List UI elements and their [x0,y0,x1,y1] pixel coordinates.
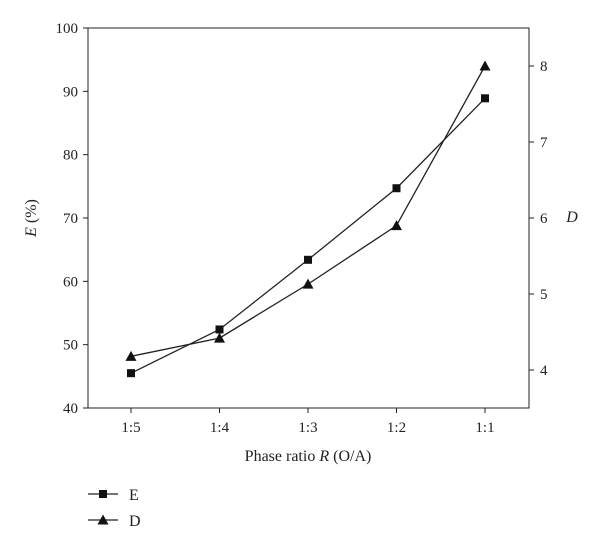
series-line-d [130,65,486,357]
x-tick-label: 1:4 [210,420,230,436]
series-line-e [130,97,486,374]
data-point-e [481,94,489,103]
right-tick-label: 8 [540,59,548,75]
legend-label: D [129,513,141,530]
y-left-axis-title: E (%) [23,199,40,238]
data-point-d [125,350,137,361]
data-point-d [479,60,491,71]
right-axis-ticks: 4 5 6 7 8 [529,59,548,379]
legend: ED [88,487,141,530]
left-tick-label: 50 [63,338,78,354]
x-tick-label: 1:3 [298,420,317,436]
data-point-e [392,184,401,193]
series-layer [125,60,491,378]
data-point-d [214,332,225,343]
left-tick-label: 40 [63,401,78,417]
legend-square-marker [99,490,107,498]
left-tick-label: 60 [63,274,78,290]
legend-label: E [129,487,139,504]
legend-triangle-marker [97,514,109,525]
x-tick-label: 1:5 [121,420,140,436]
x-tick-label: 1:2 [387,420,406,436]
y-right-axis-title: D [565,209,578,226]
left-axis-ticks: 40 50 60 70 80 90 100 [56,21,88,417]
left-tick-label: 90 [63,84,78,100]
left-tick-label: 70 [63,211,78,227]
data-point-e [304,255,312,264]
right-tick-label: 4 [540,363,548,379]
data-point-d [302,278,314,289]
left-tick-label: 100 [56,21,79,37]
data-point-d [391,220,402,231]
x-axis-title: Phase ratio R (O/A) [245,448,372,465]
left-tick-label: 80 [63,148,78,164]
data-point-e [127,369,135,378]
right-tick-label: 7 [540,135,548,151]
right-tick-label: 6 [540,211,548,227]
x-axis-ticks: 1:5 1:4 1:3 1:2 1:1 [121,408,495,436]
right-tick-label: 5 [540,287,548,303]
x-tick-label: 1:1 [475,420,494,436]
data-point-e [215,325,224,334]
